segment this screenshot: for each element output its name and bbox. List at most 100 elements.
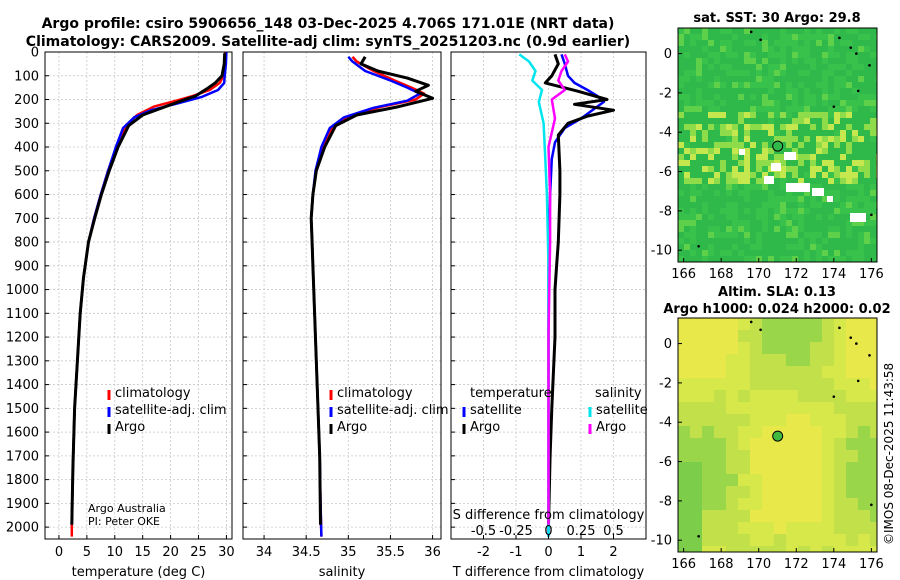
map-cell — [792, 160, 798, 166]
map-cell — [720, 196, 726, 202]
y-tick-label: 1800 — [6, 473, 39, 488]
map-cell — [816, 256, 822, 262]
map-cell — [690, 546, 702, 552]
map-cell — [858, 208, 864, 214]
map-cell — [744, 148, 750, 154]
map-cell — [762, 100, 768, 106]
map-cell — [690, 378, 702, 390]
map-cell — [840, 232, 846, 238]
map-cell — [726, 238, 732, 244]
map-cell — [864, 46, 870, 52]
map-cell — [702, 330, 714, 342]
map-cell — [768, 46, 774, 52]
map-cell — [696, 208, 702, 214]
map-cell — [834, 40, 840, 46]
map-cell — [834, 244, 840, 250]
map-cell — [714, 196, 720, 202]
map-cell — [858, 160, 864, 166]
x-tick-label: 25 — [190, 545, 207, 560]
map-cell — [870, 76, 876, 82]
map-cell — [816, 250, 822, 256]
map-cell — [798, 438, 810, 450]
map-cell — [750, 214, 756, 220]
map-cell — [690, 250, 696, 256]
map-cell — [750, 70, 756, 76]
map-cell — [822, 238, 828, 244]
map-cell — [780, 166, 786, 172]
map-cell — [786, 28, 792, 34]
map-cell — [744, 166, 750, 172]
map-cell — [834, 414, 846, 426]
map-cell — [744, 244, 750, 250]
map-cell — [750, 172, 756, 178]
map-cell — [858, 136, 864, 142]
map-cell — [840, 250, 846, 256]
map-cell — [870, 438, 877, 450]
map-cell — [684, 58, 690, 64]
map-cell — [774, 354, 786, 366]
map-cell — [720, 178, 726, 184]
map-cell — [858, 58, 864, 64]
map-cell — [714, 414, 726, 426]
map-cell — [822, 244, 828, 250]
map-cell — [732, 196, 738, 202]
map-cell — [768, 226, 774, 232]
map-cell — [822, 88, 828, 94]
map-cell — [738, 52, 744, 58]
map-cell — [852, 154, 858, 160]
map-cell — [810, 160, 816, 166]
map-cell — [780, 52, 786, 58]
map-cell — [846, 510, 858, 522]
map-cell — [678, 450, 690, 462]
map-cell — [708, 106, 714, 112]
map-cell — [786, 202, 792, 208]
map-cell — [792, 202, 798, 208]
map-cell — [744, 88, 750, 94]
map-cell — [828, 70, 834, 76]
map-cell — [828, 58, 834, 64]
map-cell — [798, 64, 804, 70]
map-cell — [714, 64, 720, 70]
map-cell — [768, 214, 774, 220]
map-cell — [786, 208, 792, 214]
map-cell — [738, 34, 744, 40]
legend-label: satellite-adj. clim — [337, 403, 449, 418]
map-cell — [846, 546, 858, 552]
map-cell — [750, 136, 756, 142]
map-cell — [738, 220, 744, 226]
salinity-panel: 34 34.5 35 35.5 36salinityclimatologysatelli… — [242, 51, 449, 580]
map-cell — [780, 148, 786, 154]
map-cell — [816, 28, 822, 34]
map-cell — [774, 184, 780, 190]
map-cell — [744, 46, 750, 52]
map-cell — [822, 390, 834, 402]
map-cell — [684, 166, 690, 172]
map-cell — [864, 106, 870, 112]
map-cell — [834, 172, 840, 178]
map-cell — [768, 112, 774, 118]
map-cell — [690, 438, 702, 450]
map-cell — [708, 70, 714, 76]
map-cell — [726, 546, 738, 552]
map-cell — [702, 342, 714, 354]
map-cell — [810, 136, 816, 142]
map-cell — [702, 462, 714, 474]
map-cell — [714, 474, 726, 486]
map-cell — [768, 136, 774, 142]
legend-label: satellite — [470, 403, 522, 418]
map-cell — [858, 402, 870, 414]
legend-label: Argo — [115, 420, 145, 435]
map-cell — [702, 202, 708, 208]
map-cell — [798, 250, 804, 256]
map-cell — [816, 232, 822, 238]
map-cell — [858, 130, 864, 136]
map-cell — [846, 474, 858, 486]
map-cell — [810, 330, 822, 342]
map-cell — [834, 58, 840, 64]
map-cell — [738, 250, 744, 256]
map-island — [849, 336, 853, 339]
map-cell — [810, 426, 822, 438]
map-cell — [720, 94, 726, 100]
map-cell — [732, 52, 738, 58]
